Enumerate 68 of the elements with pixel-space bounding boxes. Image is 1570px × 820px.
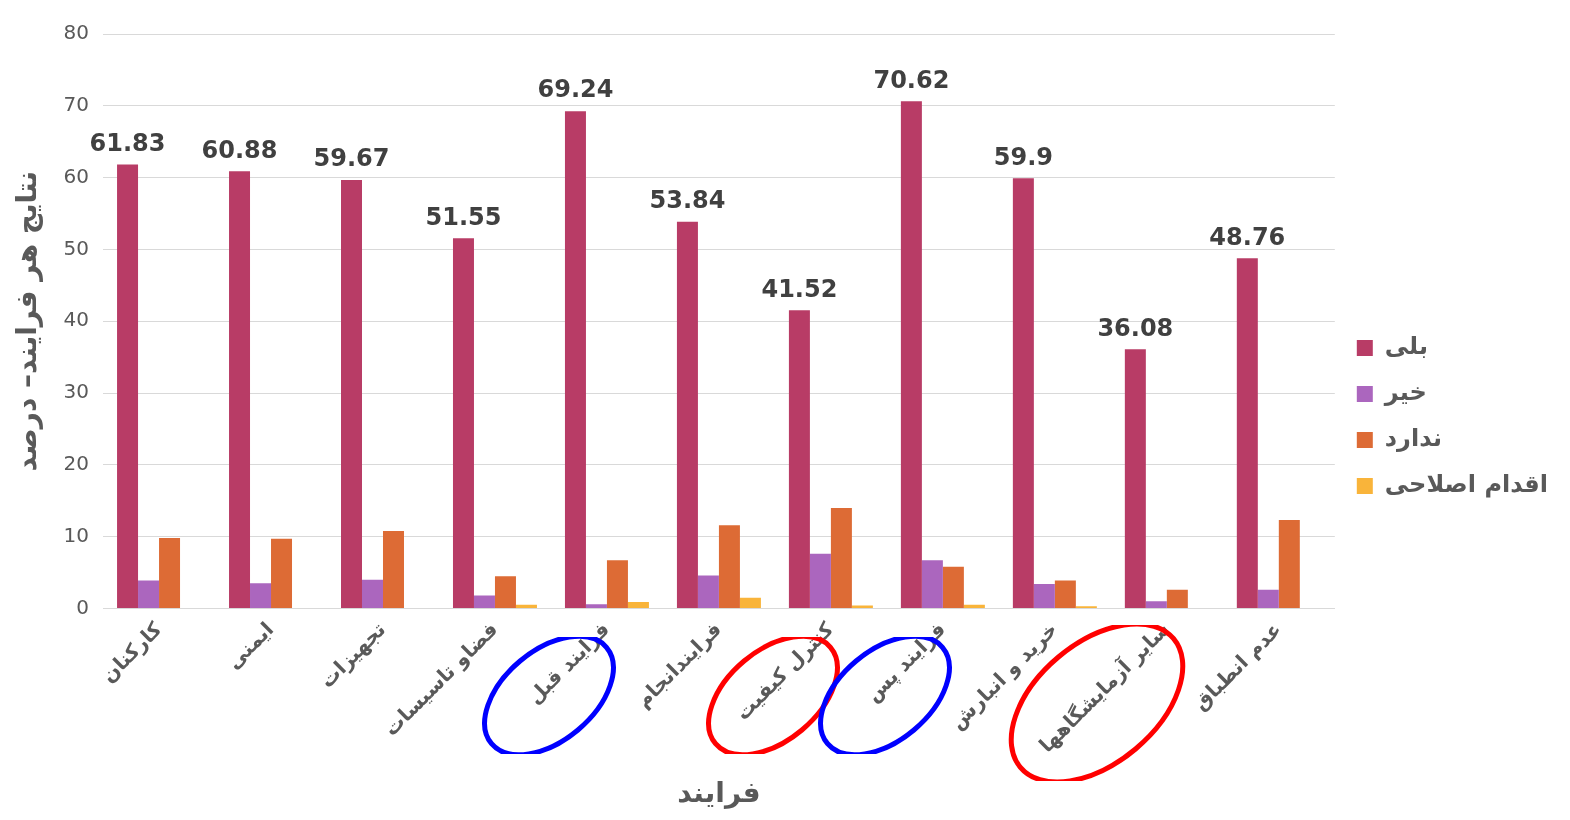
bar bbox=[341, 179, 362, 608]
legend-label: بلی bbox=[1384, 332, 1428, 361]
bar bbox=[1236, 258, 1258, 608]
bar bbox=[830, 507, 852, 608]
bar bbox=[739, 597, 761, 608]
y-tick-label: 70 bbox=[63, 92, 90, 117]
bar bbox=[1124, 349, 1146, 608]
data-label: 61.83 bbox=[89, 128, 166, 157]
data-label: 51.55 bbox=[425, 202, 502, 231]
legend-label: خیر bbox=[1383, 378, 1427, 407]
bar bbox=[452, 238, 474, 608]
data-label: 59.67 bbox=[313, 144, 390, 173]
x-tick-label: ایمنی bbox=[221, 617, 279, 674]
bar bbox=[900, 101, 922, 608]
data-label: 48.76 bbox=[1209, 222, 1286, 251]
data-label: 70.62 bbox=[873, 65, 950, 94]
bar bbox=[382, 530, 404, 608]
bar bbox=[473, 595, 495, 608]
data-label: 53.84 bbox=[649, 186, 726, 215]
y-tick-label: 0 bbox=[76, 594, 90, 619]
x-axis-title: فرایند bbox=[677, 776, 761, 810]
y-tick-label: 40 bbox=[63, 307, 90, 332]
bar bbox=[1278, 520, 1300, 608]
data-label: 69.24 bbox=[537, 75, 614, 104]
bar bbox=[271, 538, 293, 608]
bar bbox=[159, 538, 181, 608]
bar bbox=[788, 310, 810, 608]
data-label: 36.08 bbox=[1097, 313, 1174, 342]
x-tick-label: کارکنان bbox=[96, 616, 167, 688]
bar bbox=[1257, 589, 1279, 608]
bar bbox=[1012, 178, 1034, 608]
x-tick-label: فرایندانجام bbox=[630, 617, 727, 713]
data-label: 41.52 bbox=[761, 274, 838, 303]
bar bbox=[564, 111, 586, 608]
bar bbox=[942, 566, 964, 608]
y-tick-label: 50 bbox=[63, 235, 90, 260]
bar bbox=[1033, 584, 1055, 608]
bar bbox=[229, 171, 251, 608]
y-tick-label: 30 bbox=[63, 379, 90, 404]
bar bbox=[117, 164, 139, 608]
legend-label: اقدام اصلاحی bbox=[1384, 470, 1549, 499]
y-axis-title: نتایج هر فرایند– درصد bbox=[10, 171, 44, 472]
bar bbox=[627, 601, 649, 608]
bar bbox=[697, 575, 719, 608]
bar bbox=[250, 583, 272, 608]
y-tick-label: 20 bbox=[63, 451, 90, 476]
y-tick-label: 10 bbox=[63, 522, 90, 547]
data-label: 59.9 bbox=[993, 142, 1053, 171]
bar bbox=[585, 604, 607, 608]
x-tick-label: تجهیزات bbox=[314, 617, 391, 693]
bar bbox=[1166, 589, 1188, 608]
bar bbox=[718, 525, 740, 608]
bar bbox=[494, 576, 516, 608]
bar bbox=[963, 604, 985, 608]
bar bbox=[515, 604, 537, 608]
bar bbox=[362, 579, 383, 608]
bar bbox=[1054, 580, 1076, 608]
bar bbox=[809, 553, 831, 608]
y-tick-label: 80 bbox=[63, 20, 90, 45]
bar bbox=[676, 221, 698, 608]
bar bbox=[138, 580, 160, 608]
bar bbox=[921, 560, 943, 608]
bar bbox=[1145, 601, 1167, 608]
y-tick-label: 60 bbox=[63, 163, 90, 188]
x-tick-label: عدم انطباق bbox=[1188, 617, 1287, 715]
bar bbox=[606, 560, 628, 608]
data-label: 60.88 bbox=[201, 135, 278, 164]
legend-label: ندارد bbox=[1384, 424, 1443, 453]
